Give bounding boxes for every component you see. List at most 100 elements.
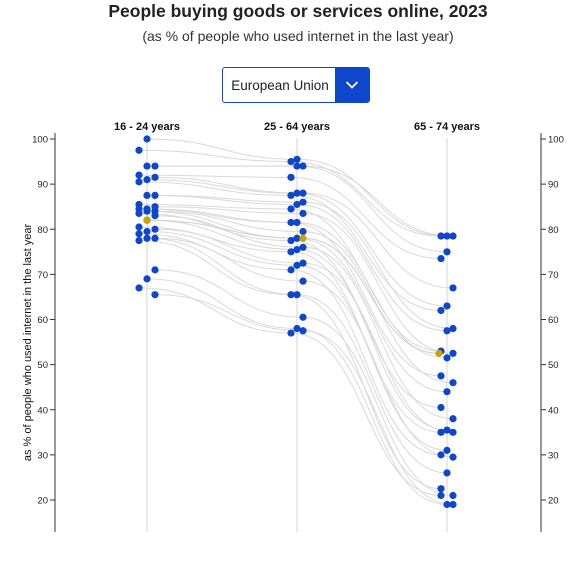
data-point [143, 135, 151, 143]
data-point [143, 207, 151, 215]
data-point [299, 313, 307, 321]
data-point [443, 232, 451, 240]
data-point [293, 218, 301, 227]
data-point [443, 327, 451, 335]
data-point [443, 469, 451, 477]
series-line [146, 219, 448, 431]
y-tick-label-left: 90 [37, 180, 48, 191]
data-point [143, 191, 151, 200]
data-point [449, 428, 457, 436]
data-point [437, 306, 445, 315]
data-point [151, 234, 159, 242]
y-axis-label: as % of people who used internet in the … [22, 224, 34, 462]
data-point [449, 453, 457, 461]
data-point [143, 176, 151, 184]
data-point [293, 291, 301, 299]
country-select-value: European Union [231, 77, 329, 93]
y-tick-label-right: 80 [548, 225, 559, 236]
data-point [437, 491, 445, 500]
data-point [287, 329, 295, 337]
y-tick-label-right: 30 [548, 450, 559, 461]
y-tick-label-left: 30 [37, 450, 48, 461]
data-point [135, 178, 143, 186]
data-point [299, 259, 307, 267]
data-point [135, 146, 143, 154]
data-point [299, 162, 307, 170]
chart-title: People buying goods or services online, … [108, 1, 488, 21]
series-line [146, 208, 448, 359]
data-point [437, 451, 445, 459]
data-point [449, 415, 457, 423]
data-point [135, 230, 143, 238]
data-point [299, 189, 307, 197]
y-tick-label-right: 70 [548, 270, 559, 281]
series-line [154, 269, 454, 496]
y-tick-label-left: 50 [37, 360, 48, 371]
data-point [151, 173, 159, 181]
country-select-button[interactable] [335, 68, 369, 102]
y-tick-label-right: 100 [548, 135, 564, 146]
category-label: 16 - 24 years [114, 121, 180, 133]
series-line [154, 294, 454, 506]
series-line [138, 208, 442, 377]
series-line [154, 237, 454, 458]
data-point [135, 236, 143, 245]
data-point [443, 500, 451, 509]
highlight-point [299, 234, 307, 242]
data-point [443, 388, 451, 396]
series-line [138, 212, 442, 408]
data-point [151, 191, 159, 200]
data-point [151, 162, 159, 170]
data-point [437, 403, 445, 412]
data-point [299, 277, 307, 285]
data-point [299, 243, 307, 251]
data-point [151, 266, 159, 274]
series-line [138, 174, 442, 260]
y-tick-label-right: 40 [548, 405, 559, 416]
data-point [287, 191, 295, 200]
data-point [151, 291, 159, 299]
y-tick-label-left: 40 [37, 405, 48, 416]
data-point [449, 491, 457, 500]
data-point [443, 426, 451, 434]
data-point [143, 162, 151, 170]
data-point [293, 189, 301, 197]
data-point [135, 209, 143, 218]
data-point [437, 372, 445, 380]
data-point [449, 500, 457, 509]
data-point [299, 327, 307, 335]
series-line [138, 181, 442, 311]
data-point [449, 324, 457, 333]
series-line [154, 206, 454, 354]
data-point [449, 349, 457, 357]
y-tick-label-right: 50 [548, 360, 559, 371]
data-point [287, 236, 295, 245]
highlight-point [435, 349, 443, 357]
series-line [146, 231, 448, 451]
data-point [293, 155, 301, 163]
chart-subtitle: (as % of people who used internet in the… [142, 28, 454, 44]
data-point [287, 205, 295, 213]
data-point [135, 284, 143, 292]
data-point [287, 248, 295, 256]
data-point [287, 291, 295, 299]
series-line [146, 194, 448, 332]
data-point [443, 446, 451, 454]
y-tick-label-right: 90 [548, 180, 559, 191]
series-line [154, 228, 454, 433]
data-point [151, 212, 159, 220]
data-point [443, 302, 451, 310]
y-tick-label-right: 60 [548, 315, 559, 326]
y-tick-label-left: 60 [37, 315, 48, 326]
data-point [287, 218, 295, 227]
country-select[interactable]: European Union [222, 67, 370, 103]
data-point [143, 227, 151, 236]
y-tick-label-left: 20 [37, 496, 48, 507]
data-point [293, 245, 301, 254]
y-tick-label-right: 20 [548, 496, 559, 507]
data-point [135, 223, 143, 231]
series-line [154, 176, 454, 289]
series-line [138, 287, 442, 496]
series-line [146, 237, 448, 474]
